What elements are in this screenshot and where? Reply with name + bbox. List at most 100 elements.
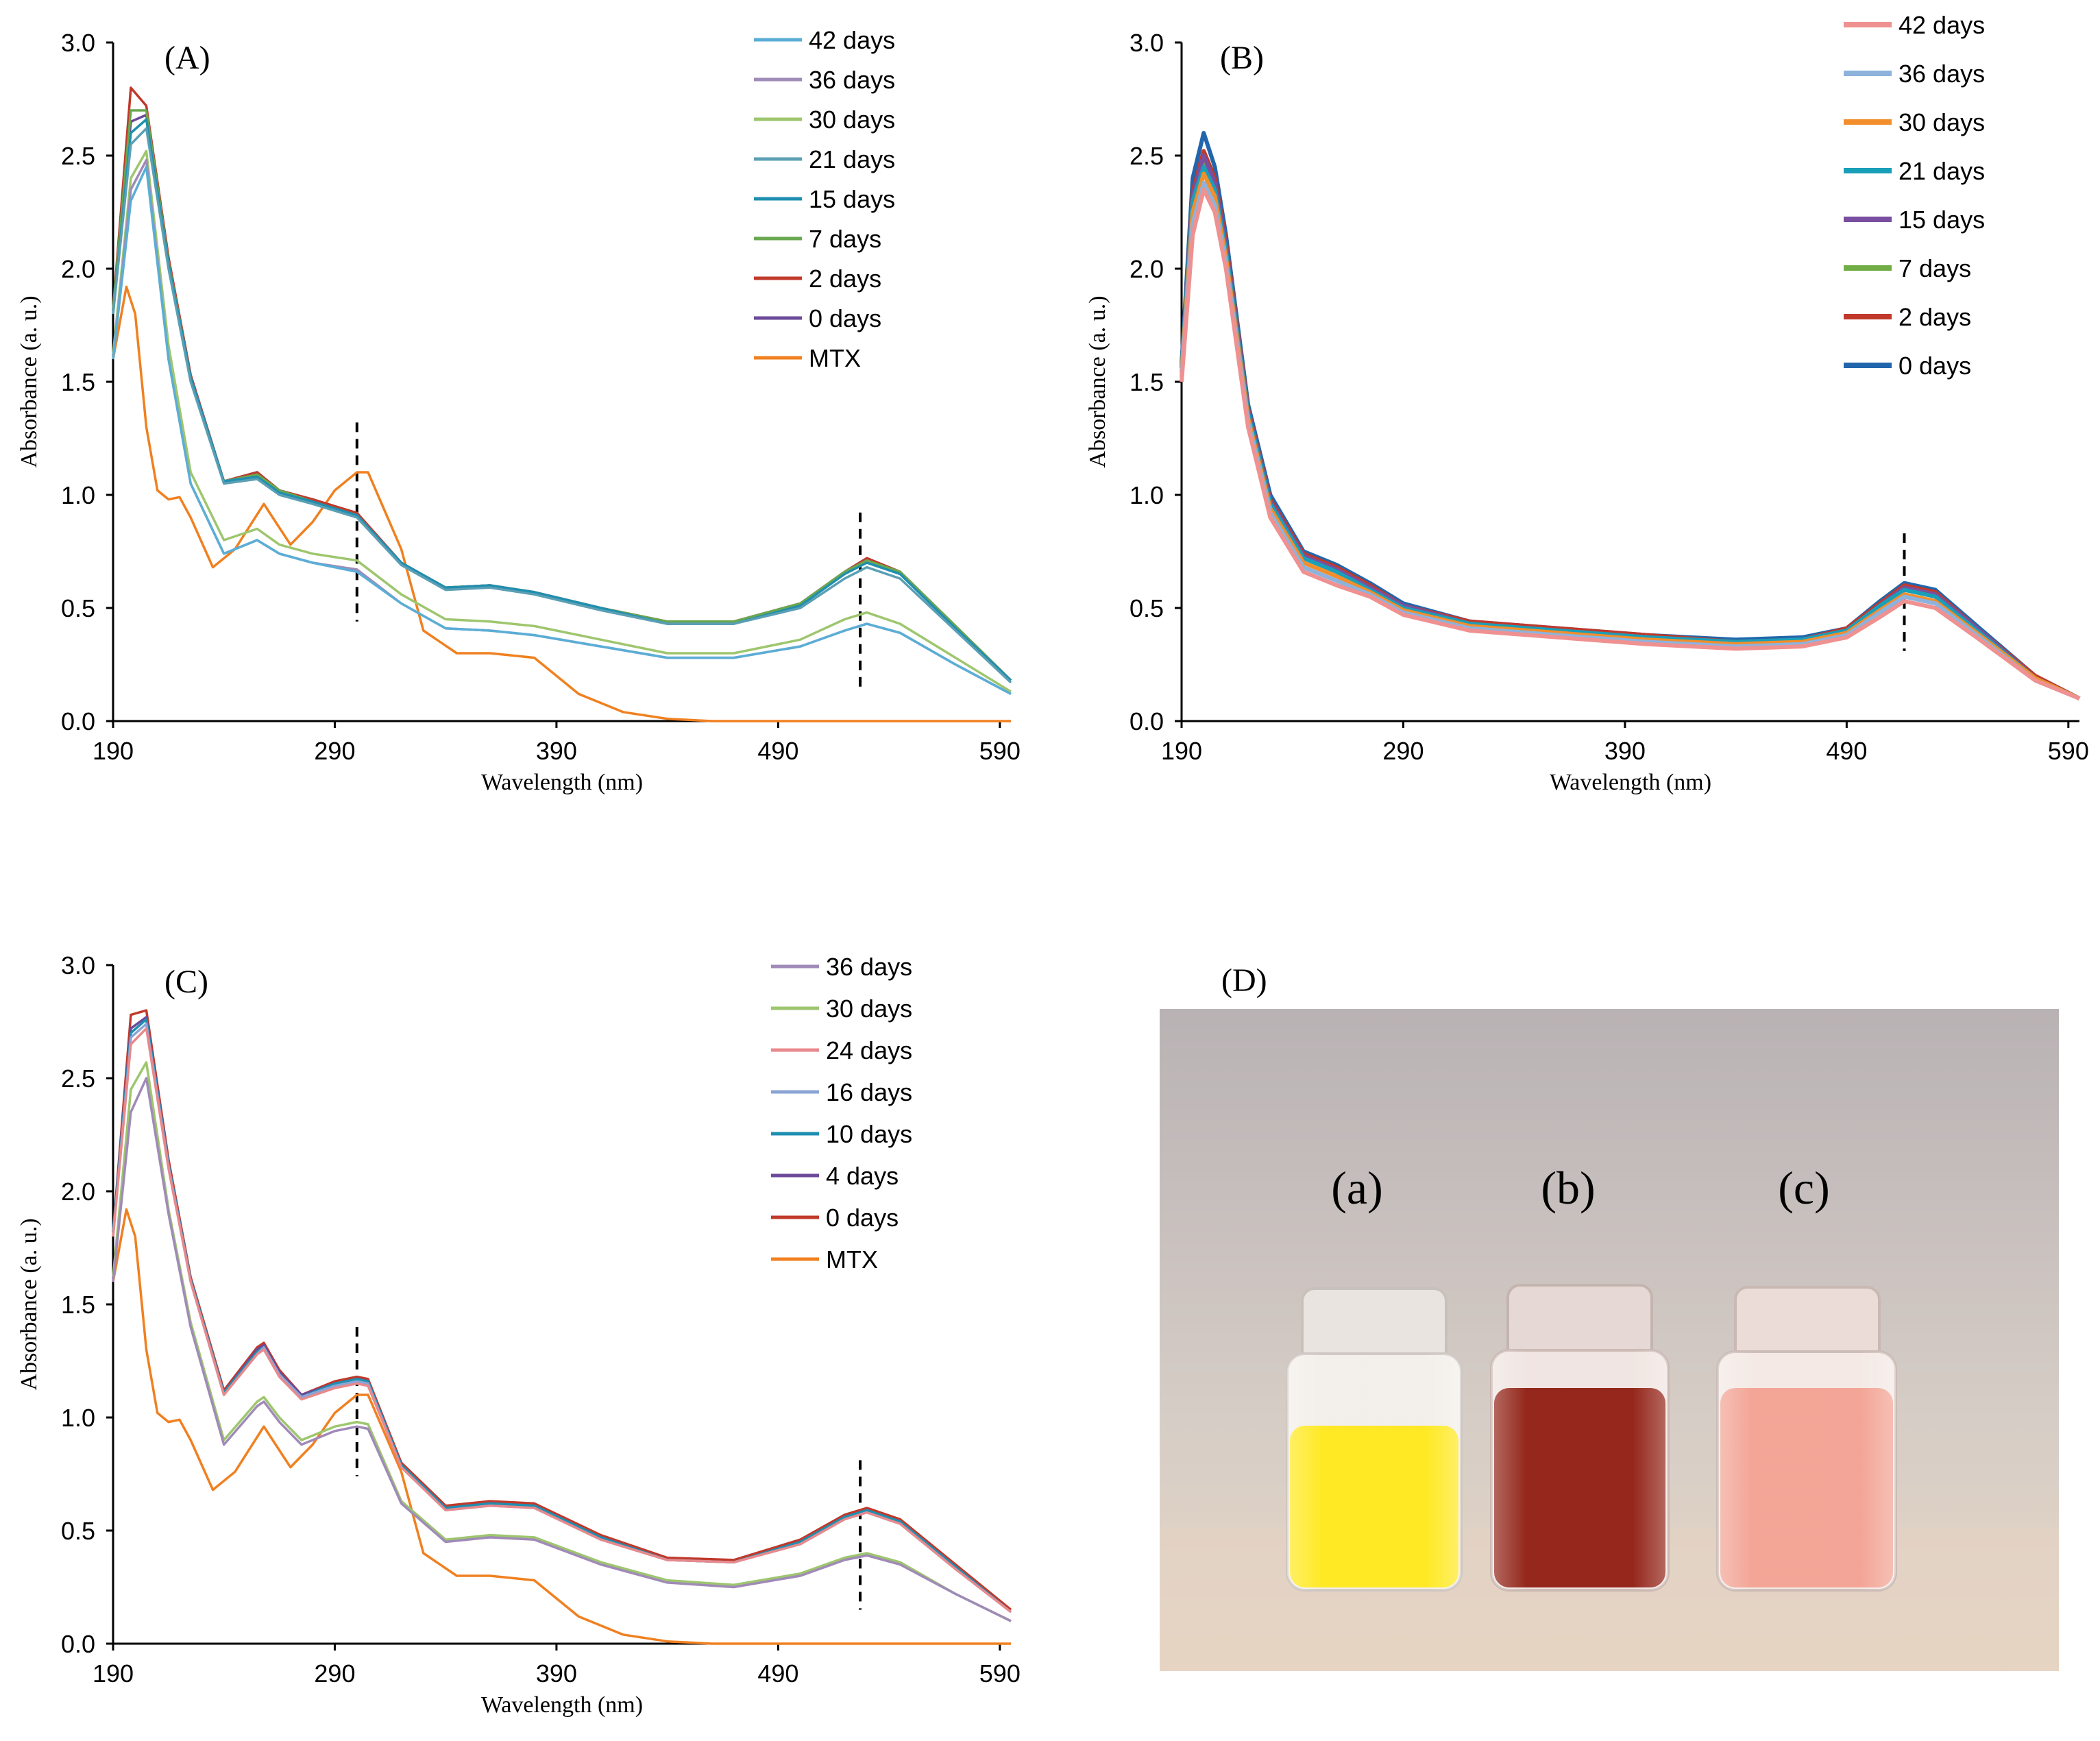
legend-label: 42 days: [1898, 11, 1985, 39]
legend-label: 30 days: [826, 995, 912, 1023]
y-tick-label: 0.5: [61, 594, 95, 622]
y-tick-label: 2.5: [1130, 142, 1164, 170]
x-tick-label: 290: [314, 1659, 355, 1688]
legend-label: 0 days: [809, 304, 881, 332]
x-tick-label: 190: [93, 737, 134, 765]
y-tick-label: 1.0: [61, 481, 95, 509]
vial-label-b: (b): [1541, 1162, 1595, 1214]
photo-panel-d: (D) (a) (b) (c): [1160, 962, 2059, 1671]
y-tick-label: 3.0: [61, 29, 95, 57]
y-tick-label: 1.5: [61, 1291, 95, 1319]
series-line: [1180, 160, 2081, 701]
legend-label: 30 days: [1898, 108, 1985, 136]
panel-label: (A): [164, 40, 210, 76]
y-tick-label: 0.0: [61, 707, 95, 735]
x-tick-label: 490: [757, 737, 798, 765]
vial-a: [1286, 1287, 1463, 1592]
legend-label: 2 days: [1898, 303, 1971, 331]
y-axis-label: Absorbance (a. u.): [16, 295, 42, 467]
x-tick-label: 590: [2048, 737, 2089, 765]
legend-label: 0 days: [1898, 352, 1971, 380]
x-tick-label: 590: [979, 1659, 1021, 1688]
y-tick-label: 0.5: [61, 1517, 95, 1545]
series-line: [1180, 165, 2081, 701]
y-tick-label: 2.5: [61, 1064, 95, 1093]
x-axis-label: Wavelength (nm): [1550, 770, 1711, 795]
legend-label: 0 days: [826, 1204, 899, 1232]
legend-label: 10 days: [826, 1120, 912, 1148]
x-tick-label: 390: [1604, 737, 1646, 765]
y-tick-label: 2.0: [61, 255, 95, 283]
legend-label: 30 days: [809, 106, 895, 134]
y-axis-label: Absorbance (a. u.): [16, 1218, 42, 1390]
series-line: [1180, 187, 2081, 701]
vial-label-c: (c): [1778, 1162, 1829, 1214]
legend-label: 42 days: [809, 26, 895, 54]
series-line: [112, 1023, 1012, 1614]
legend-label: 16 days: [826, 1078, 912, 1106]
x-tick-label: 490: [757, 1659, 798, 1688]
x-tick-label: 190: [1161, 737, 1202, 765]
x-axis-label: Wavelength (nm): [481, 1692, 643, 1718]
legend-label: 7 days: [1898, 254, 1971, 282]
y-tick-label: 1.0: [61, 1404, 95, 1432]
y-tick-label: 0.5: [1130, 594, 1164, 622]
series-line: [112, 1061, 1012, 1622]
y-tick-label: 1.0: [1130, 481, 1164, 509]
legend-label: 36 days: [1898, 60, 1985, 88]
y-tick-label: 3.0: [1130, 29, 1164, 57]
chart-panel-c: 0.0 0.5 1.0 1.5 2.0 2.5 3.0 190 290 390 490 590 Wave…: [16, 951, 1021, 1718]
series-line: [112, 86, 1012, 681]
x-tick-label: 290: [314, 737, 355, 765]
panel-label: (B): [1220, 40, 1264, 76]
chart-panel-b: 0.0 0.5 1.0 1.5 2.0 2.5 3.0 190 290 390 490 590 Wave…: [1085, 11, 2089, 795]
x-tick-label: 290: [1382, 737, 1424, 765]
series-line: [112, 165, 1012, 695]
vial-c-glass: [1718, 1352, 1896, 1590]
y-tick-label: 2.0: [1130, 255, 1164, 283]
series-line: [112, 1077, 1012, 1622]
legend-label: 15 days: [809, 185, 895, 213]
y-tick-label: 0.0: [61, 1630, 95, 1658]
x-axis-label: Wavelength (nm): [481, 770, 643, 795]
y-tick-label: 0.0: [1130, 707, 1164, 735]
y-tick-label: 2.0: [61, 1178, 95, 1206]
photo-panel-label: (D): [1221, 962, 1267, 999]
legend-label: MTX: [809, 344, 861, 372]
panel-label: (C): [164, 964, 208, 1000]
legend-label: 36 days: [809, 66, 895, 94]
legend-label: 4 days: [826, 1162, 899, 1190]
vial-b: [1490, 1284, 1670, 1592]
series-line: [112, 149, 1012, 693]
series-line: [112, 1018, 1012, 1614]
legend-label: 36 days: [826, 953, 912, 981]
y-axis-label: Absorbance (a. u.): [1085, 295, 1110, 467]
legend-label: 24 days: [826, 1036, 912, 1064]
series-line: [1180, 171, 2081, 701]
series-line: [112, 285, 1011, 722]
legend-label: 21 days: [1898, 157, 1985, 185]
series-line: [112, 1027, 1012, 1614]
legend-label: 2 days: [809, 265, 881, 293]
y-tick-label: 1.5: [1130, 368, 1164, 396]
x-tick-label: 590: [979, 737, 1021, 765]
x-tick-label: 490: [1826, 737, 1867, 765]
series-line: [112, 1016, 1012, 1614]
y-tick-label: 1.5: [61, 368, 95, 396]
x-tick-label: 190: [93, 1659, 134, 1688]
legend-label: MTX: [826, 1245, 878, 1274]
y-tick-label: 2.5: [61, 142, 95, 170]
chart-panel-a: 0.0 0.5 1.0 1.5 2.0 2.5 3.0 190 290 390 490 590 Wave…: [16, 26, 1021, 795]
vial-label-a: (a): [1331, 1162, 1382, 1214]
legend-label: 7 days: [809, 225, 881, 253]
vial-a-glass: [1287, 1354, 1461, 1590]
series-line: [112, 1208, 1011, 1645]
x-tick-label: 390: [536, 1659, 577, 1688]
vial-c: [1716, 1286, 1897, 1592]
x-tick-label: 390: [536, 737, 577, 765]
legend-label: 21 days: [809, 145, 895, 173]
vial-b-glass: [1491, 1350, 1668, 1590]
y-tick-label: 3.0: [61, 951, 95, 979]
legend-label: 15 days: [1898, 206, 1985, 234]
